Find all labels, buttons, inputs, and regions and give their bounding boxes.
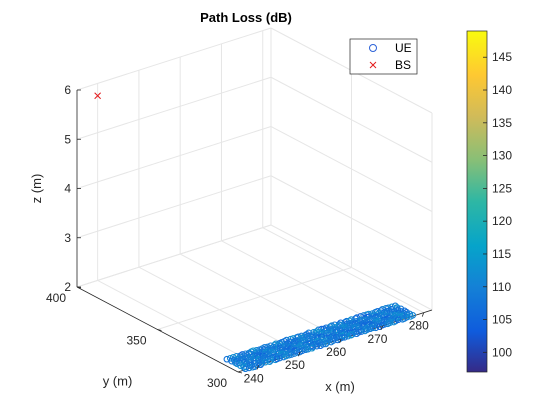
ue-point	[359, 319, 367, 327]
x-tick-label: 260	[326, 345, 346, 359]
colorbar: 100 105 110 115 120 125 130 135 140 145	[466, 30, 512, 373]
legend-ue-label: UE	[395, 41, 412, 55]
ue-point	[409, 311, 417, 319]
z-axis-label: z (m)	[29, 174, 44, 204]
colorbar-tick-label: 135	[492, 116, 512, 130]
ue-point	[355, 328, 363, 336]
y-tick-mark	[157, 329, 162, 331]
bs-point	[94, 92, 101, 100]
ue-point	[323, 338, 331, 346]
ue-scatter-group	[223, 302, 417, 373]
ue-point	[391, 307, 398, 315]
colorbar-tick-label: 140	[492, 83, 512, 97]
colorbar-tick-label: 110	[492, 280, 511, 294]
grid-line-y-floor	[157, 267, 352, 330]
x-tick-label: 250	[285, 358, 305, 372]
grid-line-z-side	[270, 175, 433, 262]
colorbar-tick-label: 145	[492, 50, 512, 64]
ue-point	[363, 326, 371, 333]
grid-line-z-back	[76, 27, 272, 91]
ue-point	[247, 358, 254, 366]
chart-title: Path Loss (dB)	[200, 10, 292, 25]
ue-point	[344, 332, 352, 340]
colorbar-tick-label: 115	[492, 247, 511, 261]
ue-point	[309, 343, 317, 351]
z-tick-label: 2	[64, 280, 71, 294]
grid-line-z-side	[270, 126, 433, 212]
ue-point	[394, 316, 402, 324]
y-tick-label: 350	[126, 334, 146, 348]
y-tick-label: 300	[207, 376, 227, 390]
ue-point	[358, 328, 365, 335]
colorbar-tick-label: 105	[492, 313, 512, 327]
legend-bs-label: BS	[395, 58, 411, 72]
x-tick-mark	[256, 365, 260, 370]
ue-point	[338, 334, 346, 341]
grid-lines	[76, 27, 433, 373]
x-tick-mark	[339, 338, 342, 344]
x-tick-mark	[421, 312, 425, 317]
grid-line-z-back	[76, 224, 272, 288]
ue-point	[386, 319, 394, 327]
x-tick-mark	[380, 325, 383, 330]
colorbar-gradient	[466, 30, 488, 373]
z-tick-label: 6	[64, 83, 71, 97]
grid-line-z-back	[76, 126, 272, 189]
ue-point	[313, 342, 321, 350]
y-tick-mark	[237, 371, 243, 374]
bs-scatter-group	[94, 92, 101, 100]
ue-point	[372, 324, 380, 332]
ue-point	[329, 337, 337, 344]
bs-point-stroke	[94, 92, 101, 100]
x-tick-label: 270	[367, 332, 387, 346]
colorbar-tick-label: 120	[492, 214, 512, 228]
legend-ue-marker	[369, 44, 377, 52]
colorbar-tick-label: 125	[492, 181, 512, 195]
z-tick-label: 5	[64, 132, 71, 146]
z-tick-label: 4	[64, 182, 71, 196]
legend-bs-stroke	[369, 61, 377, 69]
colorbar-tick-label: 100	[492, 345, 512, 359]
ue-point	[242, 365, 249, 373]
grid-line-z-back	[76, 175, 272, 239]
grid-line-z-side	[270, 224, 433, 311]
ue-point	[369, 324, 377, 332]
ue-point	[276, 354, 284, 362]
grid-line-z-side	[270, 76, 433, 163]
legend-bs-marker	[369, 61, 377, 69]
ue-point	[341, 333, 348, 341]
y-tick-label: 400	[46, 291, 66, 305]
ue-point	[348, 331, 356, 338]
x-tick-label: 280	[409, 319, 429, 333]
ue-point	[258, 359, 266, 367]
ue-point	[266, 358, 274, 365]
legend: UE BS	[349, 38, 418, 75]
x-tick-label: 240	[244, 371, 264, 385]
colorbar-ticks: 100 105 110 115 120 125 130 135 140 145	[483, 50, 512, 359]
grid-line-z-back	[76, 76, 272, 140]
y-axis-label: y (m)	[103, 374, 133, 389]
colorbar-tick-label: 130	[492, 149, 512, 163]
ue-point	[288, 351, 295, 358]
ue-point	[403, 313, 411, 321]
x-axis-label: x (m)	[325, 379, 355, 394]
legend-box	[349, 38, 418, 75]
x-tick-mark	[298, 352, 301, 357]
z-tick-label: 3	[64, 231, 71, 245]
ue-point	[267, 356, 275, 364]
